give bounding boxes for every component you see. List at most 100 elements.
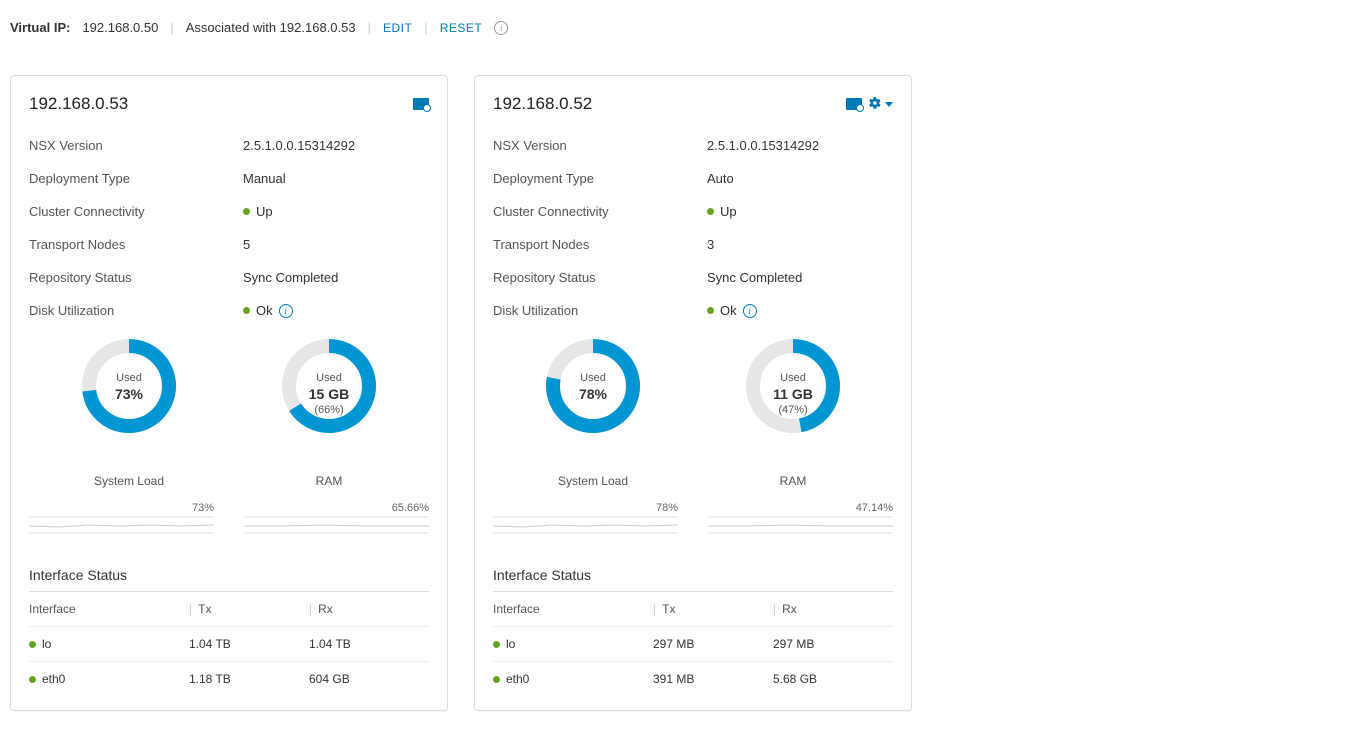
interface-status-title: Interface Status bbox=[493, 567, 893, 592]
interface-name: eth0 bbox=[506, 672, 529, 686]
system-load-sparkline: 73% bbox=[29, 502, 214, 537]
interface-table-header: Interface |Tx |Rx bbox=[29, 592, 429, 627]
used-label: Used bbox=[279, 371, 379, 385]
interface-tx: 1.18 TB bbox=[189, 672, 309, 686]
deployment-type-value: Auto bbox=[707, 171, 734, 186]
card-ip-title: 192.168.0.53 bbox=[29, 94, 128, 114]
disk-utilization-value: Ok bbox=[256, 303, 273, 318]
card-ip-title: 192.168.0.52 bbox=[493, 94, 592, 114]
repository-status-label: Repository Status bbox=[29, 270, 243, 285]
system-load-spark-value: 78% bbox=[493, 502, 678, 514]
ram-sub-value: (66%) bbox=[279, 403, 379, 417]
col-interface: Interface bbox=[29, 602, 189, 616]
col-rx: Rx bbox=[318, 602, 333, 616]
virtual-ip-header: Virtual IP: 192.168.0.50 | Associated wi… bbox=[10, 20, 1343, 35]
interface-rx: 5.68 GB bbox=[773, 672, 893, 686]
disk-utilization-label: Disk Utilization bbox=[493, 303, 707, 318]
info-icon[interactable]: i bbox=[279, 304, 293, 318]
ram-value: 15 GB bbox=[279, 385, 379, 403]
transport-nodes-value: 3 bbox=[707, 237, 714, 252]
system-load-sparkline: 78% bbox=[493, 502, 678, 537]
system-load-value: 78% bbox=[543, 385, 643, 403]
node-card: 192.168.0.53 NSX Version2.5.1.0.0.153142… bbox=[10, 75, 448, 711]
cluster-connectivity-value: Up bbox=[720, 204, 737, 219]
ram-label: RAM bbox=[229, 474, 429, 488]
ram-spark-value: 47.14% bbox=[708, 502, 893, 514]
system-load-label: System Load bbox=[493, 474, 693, 488]
system-load-value: 73% bbox=[79, 385, 179, 403]
interface-rx: 1.04 TB bbox=[309, 637, 429, 651]
separator: | bbox=[368, 20, 371, 35]
nsx-version-value: 2.5.1.0.0.15314292 bbox=[243, 138, 355, 153]
gear-icon bbox=[868, 96, 882, 113]
status-dot-icon bbox=[29, 641, 36, 648]
interface-name: eth0 bbox=[42, 672, 65, 686]
ram-label: RAM bbox=[693, 474, 893, 488]
deployment-type-value: Manual bbox=[243, 171, 286, 186]
interface-rx: 604 GB bbox=[309, 672, 429, 686]
system-load-label: System Load bbox=[29, 474, 229, 488]
ram-chart: Used 11 GB (47%) RAM bbox=[693, 336, 893, 488]
status-dot-icon bbox=[493, 641, 500, 648]
deployment-type-label: Deployment Type bbox=[29, 171, 243, 186]
donut-charts: Used 78% System Load Used 11 GB (47%) bbox=[493, 336, 893, 488]
settings-menu[interactable] bbox=[868, 96, 893, 113]
ram-spark-value: 65.66% bbox=[244, 502, 429, 514]
nsx-version-label: NSX Version bbox=[493, 138, 707, 153]
certificate-icon[interactable] bbox=[413, 98, 429, 110]
col-tx: Tx bbox=[662, 602, 675, 616]
repository-status-label: Repository Status bbox=[493, 270, 707, 285]
interface-table-header: Interface |Tx |Rx bbox=[493, 592, 893, 627]
cluster-connectivity-label: Cluster Connectivity bbox=[493, 204, 707, 219]
donut-charts: Used 73% System Load Used 15 GB (66%) bbox=[29, 336, 429, 488]
system-load-spark-value: 73% bbox=[29, 502, 214, 514]
virtual-ip-value: 192.168.0.50 bbox=[82, 20, 158, 35]
transport-nodes-label: Transport Nodes bbox=[29, 237, 243, 252]
nsx-version-value: 2.5.1.0.0.15314292 bbox=[707, 138, 819, 153]
nsx-version-label: NSX Version bbox=[29, 138, 243, 153]
separator: | bbox=[424, 20, 427, 35]
status-dot-icon bbox=[243, 307, 250, 314]
interface-status-title: Interface Status bbox=[29, 567, 429, 592]
status-dot-icon bbox=[707, 307, 714, 314]
status-dot-icon bbox=[29, 676, 36, 683]
disk-utilization-value: Ok bbox=[720, 303, 737, 318]
interface-tx: 391 MB bbox=[653, 672, 773, 686]
interface-row: lo 297 MB297 MB bbox=[493, 627, 893, 662]
info-icon[interactable]: i bbox=[743, 304, 757, 318]
interface-name: lo bbox=[42, 637, 51, 651]
interface-tx: 297 MB bbox=[653, 637, 773, 651]
virtual-ip-label: Virtual IP: bbox=[10, 20, 70, 35]
used-label: Used bbox=[79, 371, 179, 385]
status-dot-icon bbox=[493, 676, 500, 683]
system-load-chart: Used 78% System Load bbox=[493, 336, 693, 488]
ram-sparkline: 47.14% bbox=[708, 502, 893, 537]
deployment-type-label: Deployment Type bbox=[493, 171, 707, 186]
node-card: 192.168.0.52 NSX Version2.5.1.0.0.153142… bbox=[474, 75, 912, 711]
sparkline-row: 73% 65.66% bbox=[29, 502, 429, 537]
interface-tx: 1.04 TB bbox=[189, 637, 309, 651]
used-label: Used bbox=[743, 371, 843, 385]
ram-sparkline: 65.66% bbox=[244, 502, 429, 537]
used-label: Used bbox=[543, 371, 643, 385]
interface-row: eth0 1.18 TB604 GB bbox=[29, 662, 429, 696]
interface-name: lo bbox=[506, 637, 515, 651]
virtual-ip-assoc: Associated with 192.168.0.53 bbox=[186, 20, 356, 35]
cards-container: 192.168.0.53 NSX Version2.5.1.0.0.153142… bbox=[10, 75, 1343, 711]
reset-link[interactable]: RESET bbox=[440, 21, 483, 35]
info-icon[interactable]: i bbox=[494, 21, 508, 35]
interface-rx: 297 MB bbox=[773, 637, 893, 651]
transport-nodes-label: Transport Nodes bbox=[493, 237, 707, 252]
separator: | bbox=[170, 20, 173, 35]
status-dot-icon bbox=[707, 208, 714, 215]
interface-row: lo 1.04 TB1.04 TB bbox=[29, 627, 429, 662]
certificate-icon[interactable] bbox=[846, 98, 862, 110]
ram-chart: Used 15 GB (66%) RAM bbox=[229, 336, 429, 488]
edit-link[interactable]: EDIT bbox=[383, 21, 412, 35]
repository-status-value: Sync Completed bbox=[707, 270, 802, 285]
sparkline-row: 78% 47.14% bbox=[493, 502, 893, 537]
col-tx: Tx bbox=[198, 602, 211, 616]
cluster-connectivity-label: Cluster Connectivity bbox=[29, 204, 243, 219]
ram-sub-value: (47%) bbox=[743, 403, 843, 417]
repository-status-value: Sync Completed bbox=[243, 270, 338, 285]
